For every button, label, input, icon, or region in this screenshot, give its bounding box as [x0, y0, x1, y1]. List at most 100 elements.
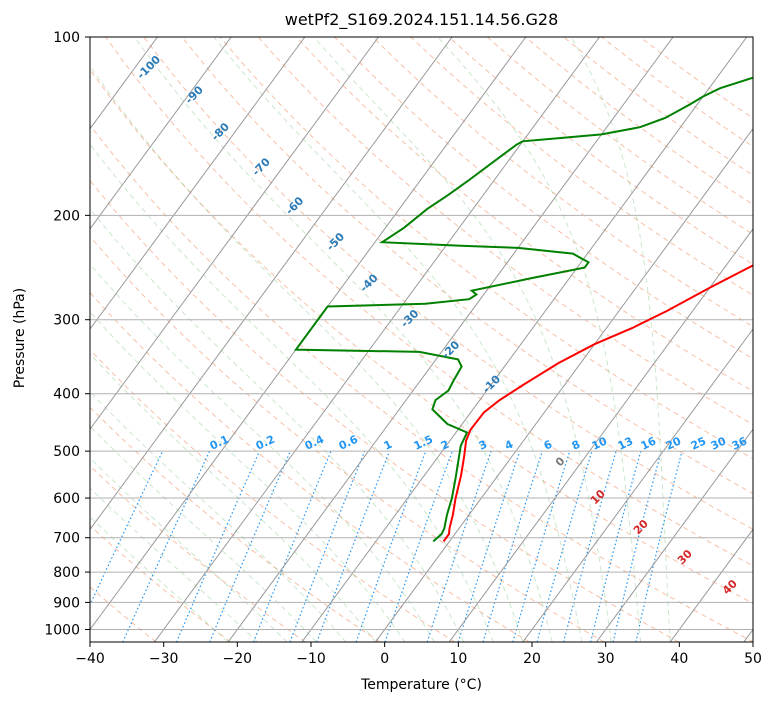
- dry-adiabat-line: [90, 406, 381, 642]
- mixing-ratio-line: [289, 450, 366, 642]
- mixing-ratio-label: 3: [477, 438, 489, 453]
- x-tick-label: −20: [223, 651, 253, 667]
- mixing-ratio-line: [90, 450, 164, 606]
- isotherm-line: [90, 37, 232, 230]
- moist-adiabat-label: 10: [588, 487, 608, 507]
- isotherm-line: [743, 628, 753, 642]
- dry-adiabat-label: -100: [134, 53, 163, 82]
- x-tick-label: −10: [296, 651, 326, 667]
- isotherm-line: [153, 37, 600, 642]
- mixing-ratio-label: 6: [542, 438, 555, 453]
- y-tick-label: 600: [53, 491, 80, 507]
- mixing-ratio-label: 36: [730, 434, 750, 452]
- x-tick-label: 50: [744, 651, 762, 667]
- dry-adiabat-label: -70: [250, 155, 273, 178]
- x-tick-label: 20: [523, 651, 541, 667]
- dry-adiabat-label: -90: [183, 83, 206, 106]
- moist-adiabat-line: [90, 457, 288, 642]
- isotherm-line: [595, 428, 753, 642]
- y-tick-label: 900: [53, 595, 80, 611]
- mixing-ratio-label: 0.2: [254, 433, 277, 453]
- moist-adiabat-label: 40: [720, 577, 740, 597]
- mixing-ratio-label: 13: [616, 434, 635, 452]
- mixing-ratio-line: [355, 450, 427, 642]
- mixing-ratio-label: 10: [590, 434, 610, 452]
- x-tick-label: 0: [380, 651, 389, 667]
- dry-adiabat-label: -40: [357, 271, 380, 294]
- dry-adiabat-line: [410, 37, 753, 296]
- y-tick-label: 800: [53, 565, 80, 581]
- isotherm-line: [669, 528, 753, 642]
- dry-adiabat-line: [257, 37, 753, 426]
- mixing-ratio-line: [512, 450, 571, 642]
- moist-adiabat-line: [90, 516, 229, 642]
- x-tick-label: 10: [449, 651, 467, 667]
- mixing-ratio-line: [612, 450, 662, 642]
- mixing-ratio-line: [384, 450, 453, 642]
- moist-adiabat-line: [570, 37, 671, 642]
- moist-adiabat-line: [437, 37, 642, 642]
- dry-adiabat-line: [486, 37, 753, 235]
- x-tick-label: −30: [149, 651, 179, 667]
- mixing-ratio-label: 16: [639, 434, 659, 452]
- dry-adiabat-line: [90, 179, 680, 642]
- dry-adiabat-line: [143, 37, 753, 530]
- y-tick-label: 400: [53, 387, 80, 403]
- chart-title: wetPf2_S169.2024.151.14.56.G28: [284, 10, 559, 29]
- x-tick-label: 30: [597, 651, 615, 667]
- mixing-ratio-label: 8: [570, 438, 582, 453]
- mixing-ratio-line: [482, 450, 543, 642]
- dry-adiabat-line: [296, 37, 753, 392]
- mixing-ratio-label: 0.6: [337, 433, 360, 453]
- mixing-ratio-line: [252, 450, 332, 642]
- dry-adiabat-line: [639, 37, 753, 119]
- mixing-ratio-label: 2: [439, 438, 451, 453]
- moist-adiabat-label: 0: [553, 454, 568, 469]
- moist-adiabat-line: [90, 143, 494, 642]
- plot-contents: -100-90-80-70-60-50-40-30-20-10010203040…: [0, 37, 753, 642]
- x-tick-label: 40: [670, 651, 688, 667]
- mixing-ratio-label: 20: [664, 434, 684, 452]
- dry-adiabat-line: [563, 37, 753, 176]
- isotherm-line: [522, 328, 753, 642]
- dry-adiabat-line: [90, 68, 753, 604]
- mixing-ratio-label: 4: [503, 438, 516, 453]
- moist-adiabat-label: 20: [631, 517, 651, 537]
- isotherm-line: [301, 37, 748, 642]
- isotherm-line: [90, 37, 306, 330]
- y-tick-label: 500: [53, 444, 80, 460]
- x-tick-label: −40: [75, 651, 105, 667]
- mixing-ratio-line: [563, 450, 617, 642]
- y-tick-label: 700: [53, 531, 80, 547]
- y-tick-label: 300: [53, 313, 80, 329]
- isotherm-line: [448, 228, 753, 642]
- dry-adiabat-line: [90, 235, 605, 642]
- x-axis-label: Temperature (°C): [361, 677, 482, 693]
- mixing-ratio-label: 25: [689, 434, 708, 452]
- dry-adiabat-line: [105, 37, 753, 567]
- mixing-ratio-line: [209, 450, 291, 642]
- y-tick-label: 100: [53, 30, 80, 46]
- moist-adiabat-label: 30: [675, 547, 695, 567]
- mixing-ratio-line: [457, 450, 521, 642]
- mixing-ratio-line: [316, 450, 391, 642]
- isotherm-line: [374, 127, 753, 642]
- dry-adiabat-line: [219, 37, 753, 460]
- dry-adiabat-line: [181, 37, 753, 495]
- plot-frame: [89, 36, 754, 643]
- moist-adiabat-line: [90, 208, 465, 642]
- dry-adiabat-line: [90, 124, 753, 642]
- dry-adiabat-label: -20: [439, 338, 462, 361]
- moist-adiabat-line: [90, 391, 347, 642]
- mixing-ratio-line: [426, 450, 492, 642]
- mixing-ratio-line: [635, 450, 683, 642]
- y-tick-label: 1000: [44, 623, 80, 639]
- moist-adiabat-line: [134, 37, 553, 642]
- sounding-line: [442, 264, 753, 542]
- isotherm-line: [90, 37, 453, 531]
- mixing-ratio-label: 30: [709, 434, 729, 452]
- mixing-ratio-line: [175, 450, 261, 642]
- isotherm-line: [0, 37, 10, 642]
- dry-adiabat-label: -30: [398, 307, 421, 330]
